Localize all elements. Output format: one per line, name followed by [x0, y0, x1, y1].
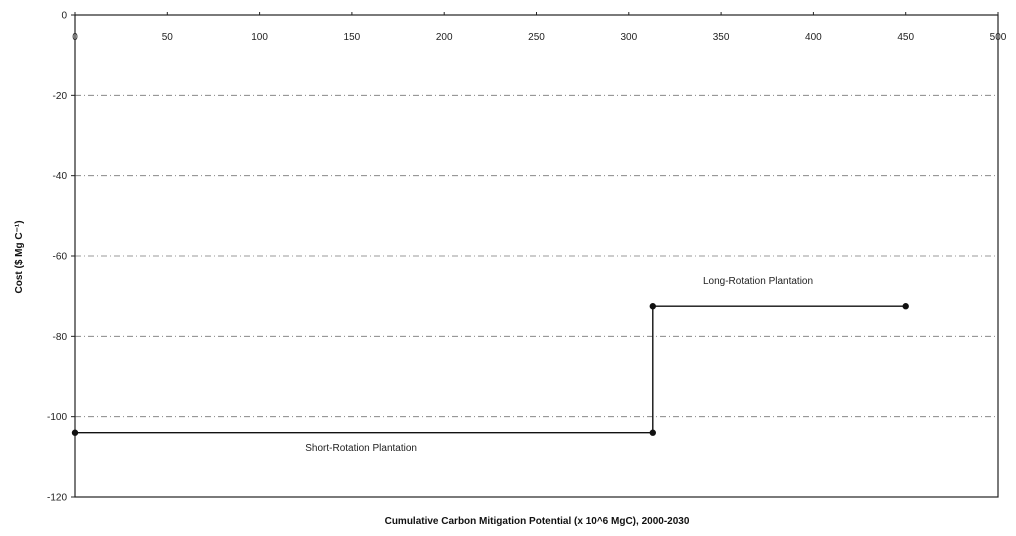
annotation-0: Short-Rotation Plantation: [305, 443, 417, 454]
grid-lines: [75, 94, 998, 418]
x-tick-label-2: 100: [251, 32, 268, 43]
y-tick-label-5: -100: [47, 412, 67, 423]
annotations-layer: Short-Rotation Plantation Long-Rotation P…: [305, 276, 813, 454]
x-tick-label-0: 0: [72, 32, 78, 43]
data-point-3: [902, 303, 909, 310]
series-layer: [71, 303, 909, 436]
data-point-0: [71, 429, 79, 436]
y-tick-label-0: 0: [61, 11, 67, 22]
x-tick-label-3: 150: [344, 32, 361, 43]
y-axis-title: Cost ($ Mg C⁻¹): [14, 220, 25, 293]
series-line-0: [75, 305, 906, 434]
x-tick-label-5: 250: [528, 32, 545, 43]
x-tick-label-4: 200: [436, 32, 453, 43]
x-tick-label-7: 350: [713, 32, 730, 43]
x-axis-title: Cumulative Carbon Mitigation Potential (…: [385, 516, 690, 527]
x-tick-label-1: 50: [162, 32, 174, 43]
annotation-1: Long-Rotation Plantation: [703, 276, 813, 287]
x-tick-label-10: 500: [990, 32, 1007, 43]
y-tick-label-1: -20: [53, 91, 68, 102]
y-tick-label-4: -80: [53, 332, 68, 343]
y-tick-label-2: -40: [53, 171, 68, 182]
x-axis-ticks: 0 50 100 150 200 250 300 350 400 450 500: [72, 12, 1007, 43]
data-point-2: [649, 303, 656, 310]
y-tick-label-6: -120: [47, 493, 67, 504]
x-tick-label-9: 450: [897, 32, 914, 43]
x-tick-label-6: 300: [620, 32, 637, 43]
data-point-1: [649, 429, 656, 436]
y-axis-ticks: 0 -20 -40 -60 -80 -100 -120: [47, 11, 75, 504]
x-tick-label-8: 400: [805, 32, 822, 43]
y-tick-label-3: -60: [53, 252, 68, 263]
